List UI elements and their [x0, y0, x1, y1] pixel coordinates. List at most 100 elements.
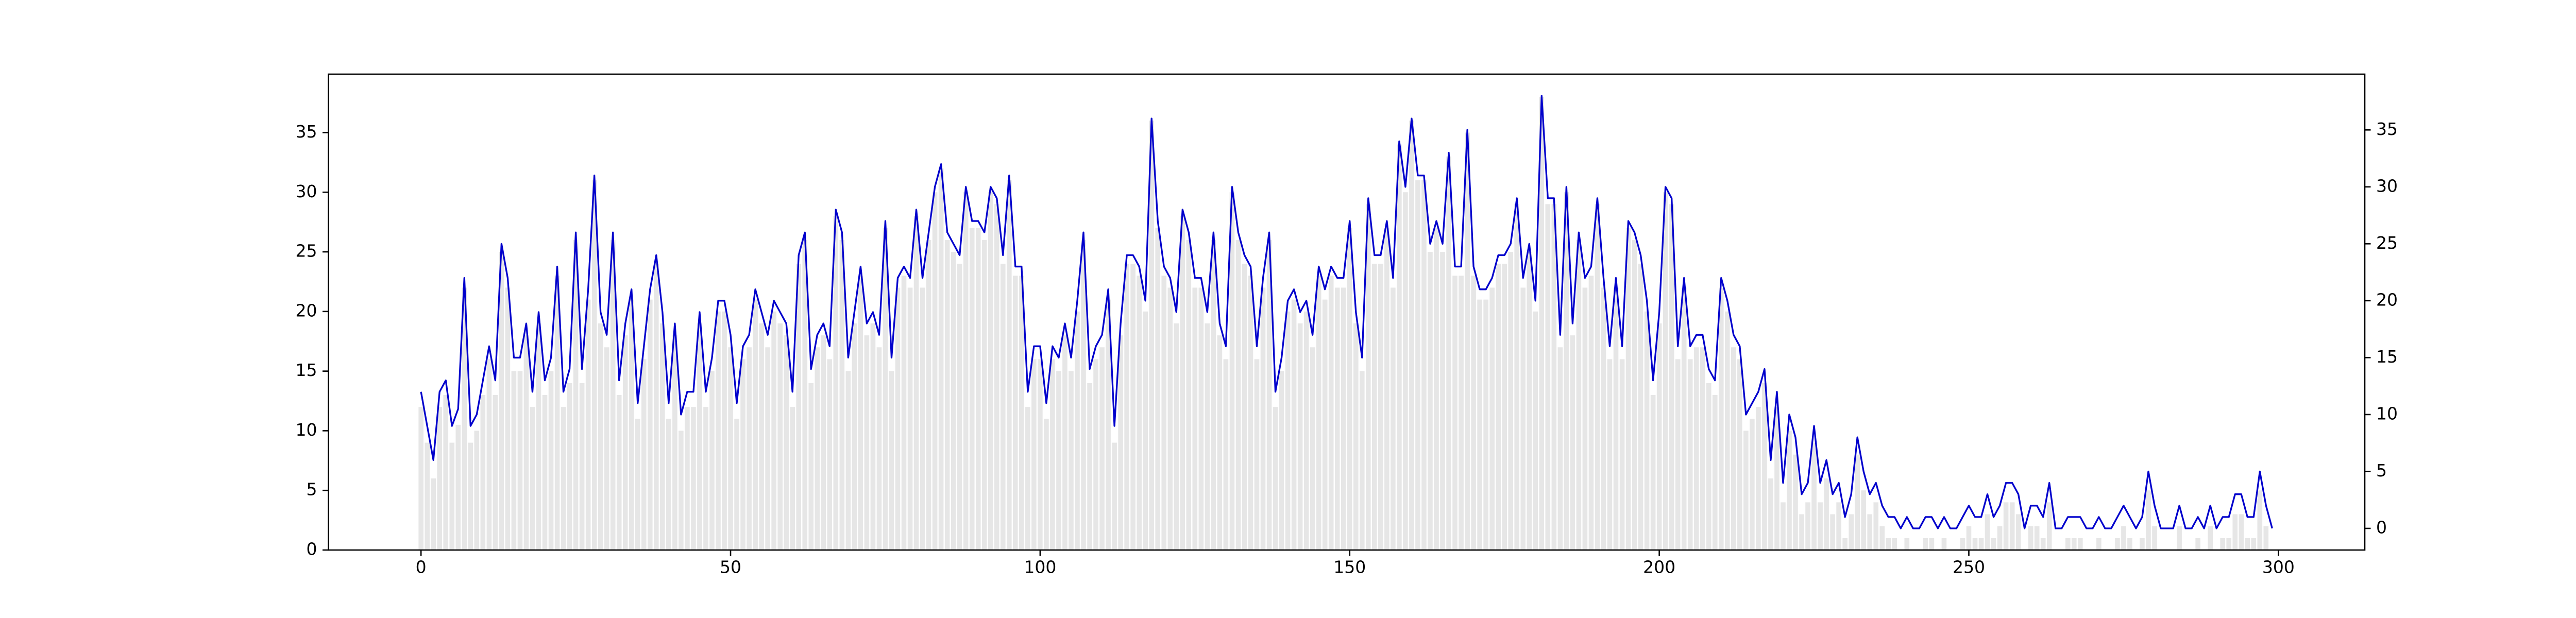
bar: [1712, 394, 1718, 550]
bar: [957, 264, 962, 550]
bar: [1044, 419, 1049, 550]
bar: [1174, 323, 1179, 550]
y-tick-label: 15: [296, 360, 317, 380]
x-tick-label: 200: [1643, 557, 1675, 577]
bar: [622, 335, 628, 550]
bar: [932, 192, 938, 550]
bar: [511, 371, 517, 550]
y2-tick-label: 20: [2376, 289, 2398, 310]
bar: [1582, 287, 1588, 550]
bar: [1768, 478, 1773, 550]
bar: [1514, 204, 1520, 551]
x-tick-label: 250: [1953, 557, 1985, 577]
bar: [901, 276, 907, 550]
bar: [1613, 287, 1619, 550]
bar: [2232, 514, 2238, 550]
bar: [709, 371, 715, 550]
bar: [1693, 347, 1699, 550]
bar: [1440, 252, 1445, 551]
bar: [1830, 514, 1835, 550]
bar: [480, 394, 486, 550]
bar: [486, 359, 492, 550]
bar: [845, 371, 851, 550]
bar: [1836, 502, 1841, 550]
bar: [1929, 538, 1935, 550]
y-tick-label: 25: [296, 241, 317, 261]
bar: [1415, 180, 1420, 551]
bar: [981, 239, 987, 550]
bar: [468, 442, 473, 550]
bar: [1743, 431, 1749, 550]
bar: [1793, 454, 1798, 550]
x-tick-label: 300: [2262, 557, 2295, 577]
bar: [1273, 407, 1278, 550]
y-tick-label: 30: [296, 181, 317, 201]
bar: [759, 323, 764, 550]
bar: [2257, 490, 2263, 550]
bar: [1849, 514, 1854, 550]
bar: [1353, 323, 1359, 550]
bar: [1130, 264, 1136, 550]
bar: [1904, 538, 1910, 550]
bar: [920, 287, 925, 550]
bar: [994, 204, 999, 551]
bar: [2208, 526, 2213, 550]
bar: [591, 180, 597, 551]
bar: [1966, 526, 1972, 550]
bar: [1031, 359, 1037, 550]
bar: [462, 287, 467, 550]
bar: [1725, 311, 1730, 550]
bar: [1403, 192, 1408, 550]
bar: [1452, 276, 1458, 550]
bar: [474, 431, 480, 550]
bar: [722, 311, 727, 550]
bar: [1198, 287, 1204, 550]
bar: [963, 192, 969, 550]
bar: [1075, 311, 1080, 550]
bar: [1081, 239, 1086, 550]
bar: [1508, 252, 1514, 551]
bar: [1489, 287, 1495, 550]
bar: [598, 323, 603, 550]
bar: [969, 228, 975, 551]
bar: [2028, 526, 2033, 550]
bar: [852, 323, 857, 550]
bar: [1341, 287, 1346, 550]
bar: [2071, 538, 2077, 550]
bar: [554, 276, 560, 550]
bar: [573, 239, 579, 550]
bar: [1050, 359, 1055, 550]
bar: [2220, 538, 2226, 550]
bar: [1266, 239, 1272, 550]
y2-tick-label: 35: [2376, 119, 2398, 139]
y2-tick-label: 0: [2376, 518, 2387, 538]
bar: [1737, 359, 1742, 550]
bar: [1545, 204, 1551, 551]
bar: [747, 347, 752, 550]
y2-tick-label: 30: [2376, 176, 2398, 196]
bar: [1638, 264, 1643, 550]
bar: [1681, 287, 1687, 550]
bar: [523, 335, 529, 550]
x-tick-label: 150: [1333, 557, 1366, 577]
bar: [2251, 538, 2257, 550]
bar: [1397, 144, 1402, 550]
bar: [1502, 264, 1507, 550]
bar: [1675, 359, 1681, 550]
bar: [1781, 502, 1786, 550]
y2-tick-label: 5: [2376, 460, 2387, 480]
bar: [685, 407, 690, 550]
bar: [2121, 526, 2126, 550]
bar: [1731, 347, 1736, 550]
bar: [2152, 526, 2157, 550]
bar: [1019, 276, 1024, 550]
bar: [1143, 311, 1148, 550]
x-tick-label: 50: [720, 557, 741, 577]
bar: [530, 407, 535, 550]
bar: [1656, 323, 1662, 550]
bar: [944, 239, 950, 550]
bar: [777, 323, 783, 550]
bar: [616, 394, 622, 550]
bar: [716, 311, 721, 550]
bar: [1941, 538, 1947, 550]
